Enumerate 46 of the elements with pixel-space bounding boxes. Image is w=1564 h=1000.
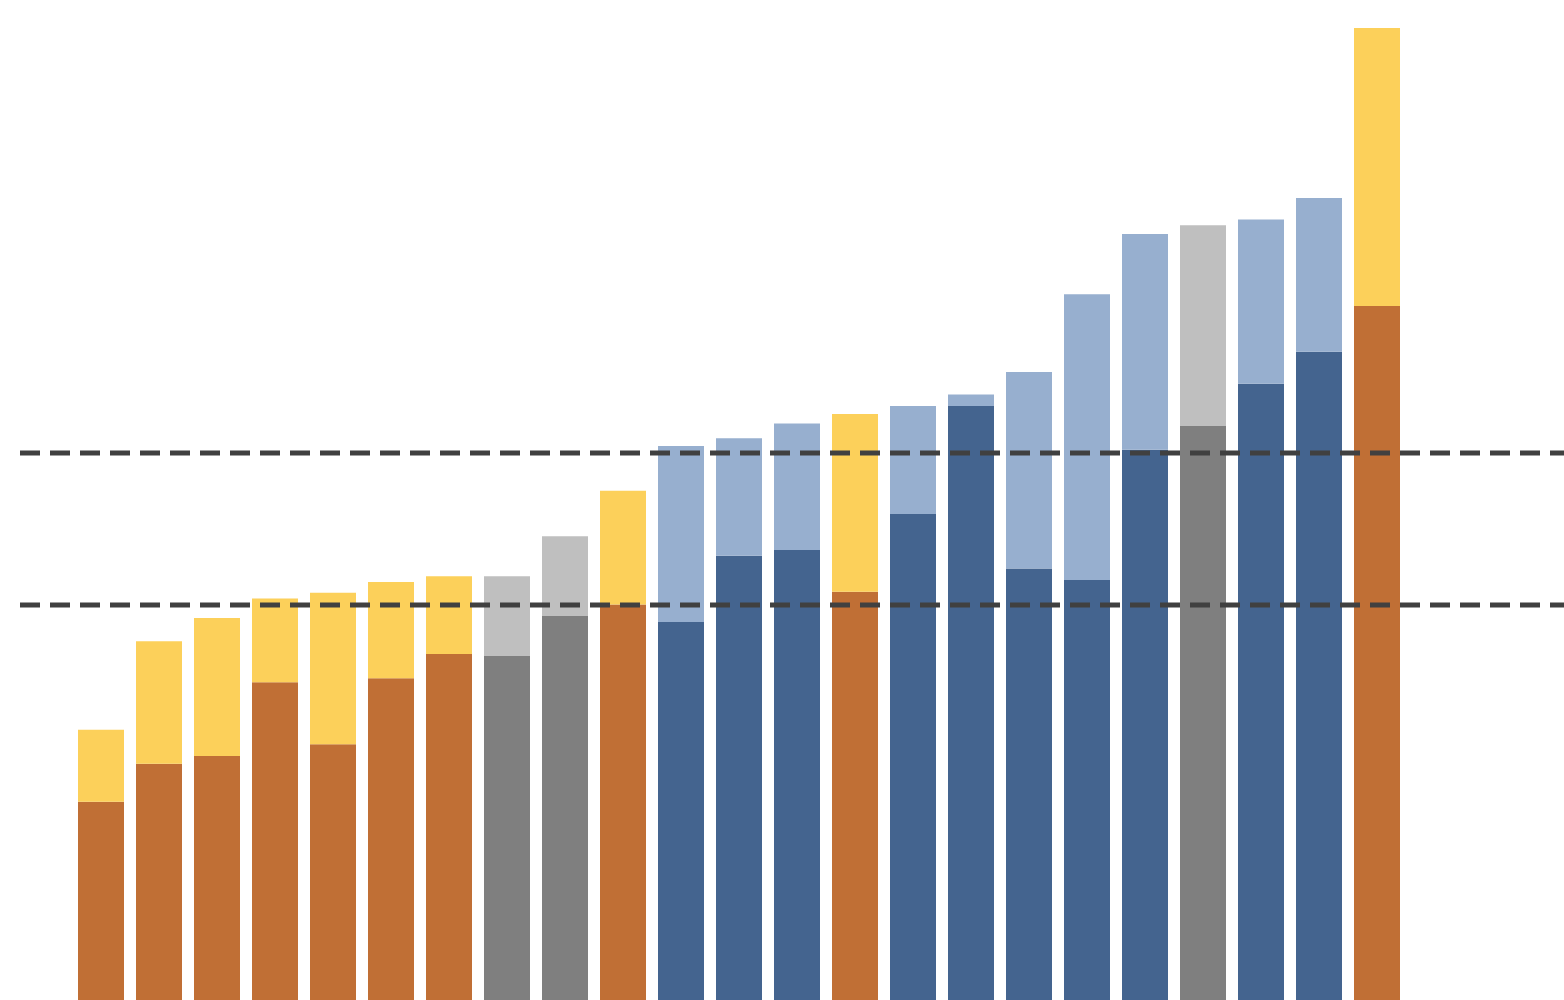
bar: [1122, 234, 1168, 450]
bar: [136, 763, 182, 1000]
bar: [194, 618, 240, 757]
bar: [1064, 580, 1110, 1000]
bar: [310, 744, 356, 1000]
bar: [368, 582, 414, 679]
bar: [1180, 225, 1226, 426]
bar: [774, 549, 820, 1000]
bar: [600, 604, 646, 1000]
bar: [78, 729, 124, 802]
bar: [426, 576, 472, 654]
bar: [948, 394, 994, 407]
bar: [1238, 383, 1284, 1000]
bar: [890, 406, 936, 514]
bar: [542, 616, 588, 1000]
bar: [310, 592, 356, 745]
bar: [194, 756, 240, 1000]
bar: [1006, 568, 1052, 1000]
bar: [948, 406, 994, 1000]
bar: [484, 655, 530, 1000]
bar: [1238, 219, 1284, 384]
bar: [1296, 351, 1342, 1000]
bar: [1006, 372, 1052, 569]
bar: [890, 514, 936, 1000]
bar: [368, 678, 414, 1000]
bar: [542, 536, 588, 617]
bar: [716, 438, 762, 556]
bar: [774, 423, 820, 550]
bar: [658, 621, 704, 1000]
bar: [1354, 28, 1400, 306]
bar: [832, 413, 878, 592]
bar: [78, 801, 124, 1000]
bar: [484, 576, 530, 656]
bar: [426, 653, 472, 1000]
bar: [658, 445, 704, 622]
bar: [252, 598, 298, 683]
bar: [1180, 425, 1226, 1000]
bar: [1296, 198, 1342, 352]
bar: [252, 682, 298, 1000]
bar: [1122, 449, 1168, 1000]
bar: [832, 591, 878, 1000]
bar: [1354, 305, 1400, 1000]
bar: [716, 555, 762, 1000]
bar: [600, 490, 646, 605]
bar: [136, 641, 182, 764]
bar: [1064, 294, 1110, 581]
